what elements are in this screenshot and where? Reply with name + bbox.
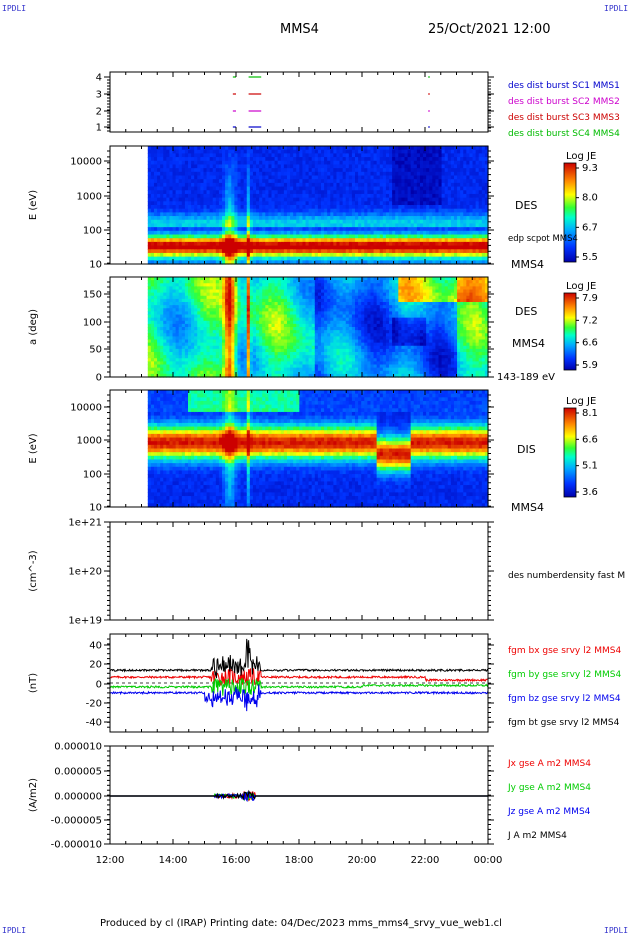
des-energy-colorbar-tick-label: 8.0 [582,193,598,204]
current-legend-3: J A m2 MMS4 [507,831,567,841]
time-tick-label-0: 12:00 [96,855,125,866]
dis-energy-ytick-label: 10000 [70,403,102,414]
fgm-legend-3: fgm bt gse srvy l2 MMS4 [508,718,620,728]
dis-energy-label2: MMS4 [511,501,544,514]
current-legend-2: Jz gse A m2 MMS4 [507,807,591,817]
des-pitch-colorbar-tick-label: 6.6 [582,338,598,349]
dis-energy-colorbar-tick-label: 5.1 [582,461,598,472]
time-tick-label-5: 22:00 [411,855,440,866]
current-ytick-label: 0.000010 [54,742,102,753]
fgm-ytick-label: -20 [86,699,102,710]
des-pitch-ytick-label: 100 [83,318,102,329]
density-ylabel: (cm^-3) [28,550,39,591]
des-energy-colorbar [564,163,576,262]
des-pitch-label3: 143-189 eV [497,372,555,383]
burst-ytick-label: 1 [96,123,102,134]
burst-ytick-label: 3 [96,90,102,101]
fgm-legend-0: fgm bx gse srvy l2 MMS4 [508,646,621,656]
dis-energy-colorbar-tick-label: 6.6 [582,434,598,445]
fgm-legend-1: fgm by gse srvy l2 MMS4 [508,670,621,680]
des-energy-colorbar-tick-label: 9.3 [582,163,598,174]
dis-energy-ylabel: E (eV) [28,433,39,463]
des-energy-colorbar-tick-label: 6.7 [582,222,598,233]
time-tick-label-6: 00:00 [474,855,503,866]
current-ytick-label: 0.000000 [54,792,102,803]
des-pitch-colorbar-tick-label: 7.9 [582,293,598,304]
current-ytick-label: -0.000005 [51,816,102,827]
fgm-legend-2: fgm bz gse srvy l2 MMS4 [508,694,621,704]
des-pitch-ylabel: a (deg) [28,309,39,345]
current-legend-1: Jy gse A m2 MMS4 [507,783,591,793]
dis-energy-colorbar-tick-label: 3.6 [582,487,598,498]
des-pitch-ytick-label: 0 [96,373,102,384]
density-frame [110,522,488,620]
des-energy-ylabel: E (eV) [28,190,39,220]
density-ytick-label: 1e+21 [68,518,102,529]
current-series-3 [110,792,488,800]
current-legend-0: Jx gse A m2 MMS4 [507,759,591,769]
des-pitch-colorbar-title: Log JE [566,281,596,292]
des-pitch-colorbar [564,293,576,370]
time-tick-label-1: 14:00 [159,855,188,866]
des-pitch-label: DES [515,305,537,318]
density-ytick-label: 1e+19 [68,616,102,627]
des-pitch-colorbar-tick-label: 5.9 [582,360,598,371]
des-pitch-ytick-label: 150 [83,290,102,301]
burst-ytick-label: 2 [96,107,102,118]
dis-energy-ytick-label: 100 [83,470,102,481]
des-energy-ytick-label: 1000 [77,192,102,203]
time-tick-label-4: 20:00 [348,855,377,866]
fgm-series-3 [110,639,488,678]
time-tick-label-3: 18:00 [285,855,314,866]
des-energy-colorbar-tick-label: 5.5 [582,252,598,263]
burst-legend-1: des dist burst SC1 MMS1 [508,81,620,91]
density-legend: des numberdensity fast M [508,571,625,581]
density-ytick-label: 1e+20 [68,567,102,578]
burst-frame [110,72,488,132]
des-energy-heatmap [148,146,489,265]
des-energy-ytick-label: 100 [83,226,102,237]
des-pitch-heatmap [148,277,489,378]
current-ytick-label: 0.000005 [54,767,102,778]
burst-legend-2: des dist burst SC2 MMS2 [508,97,620,107]
des-energy-label: DES [515,199,537,212]
fgm-ytick-label: 40 [89,641,102,652]
footer-credits: Produced by cl (IRAP) Printing date: 04/… [100,918,502,929]
fgm-ytick-label: -40 [86,718,102,729]
des-energy-colorbar-title: Log JE [566,151,596,162]
current-ytick-label: -0.000010 [51,840,102,851]
time-tick-label-2: 16:00 [222,855,251,866]
des-energy-ytick-label: 10000 [70,157,102,168]
current-ylabel: (A/m2) [28,778,39,812]
des-energy-label3: MMS4 [511,258,544,271]
des-pitch-colorbar-tick-label: 7.2 [582,315,598,326]
dis-energy-colorbar-tick-label: 8.1 [582,408,598,419]
dis-energy-label: DIS [517,443,536,456]
dis-energy-colorbar [564,408,576,497]
fgm-ytick-label: 20 [89,660,102,671]
des-energy-ytick-label: 10 [89,260,102,271]
des-energy-label2: edp scpot MMS4 [508,234,578,244]
burst-legend-4: des dist burst SC4 MMS4 [508,129,620,139]
des-pitch-ytick-label: 50 [89,345,102,356]
dis-energy-heatmap [148,390,489,508]
dis-energy-ytick-label: 10 [89,503,102,514]
burst-legend-3: des dist burst SC3 MMS3 [508,113,620,123]
dis-energy-ytick-label: 1000 [77,436,102,447]
burst-ytick-label: 4 [96,73,102,84]
current-frame [110,746,488,844]
fgm-ylabel: (nT) [28,673,39,693]
des-pitch-label2: MMS4 [512,337,545,350]
fgm-ytick-label: 0 [96,680,102,691]
dis-energy-colorbar-title: Log JE [566,396,596,407]
